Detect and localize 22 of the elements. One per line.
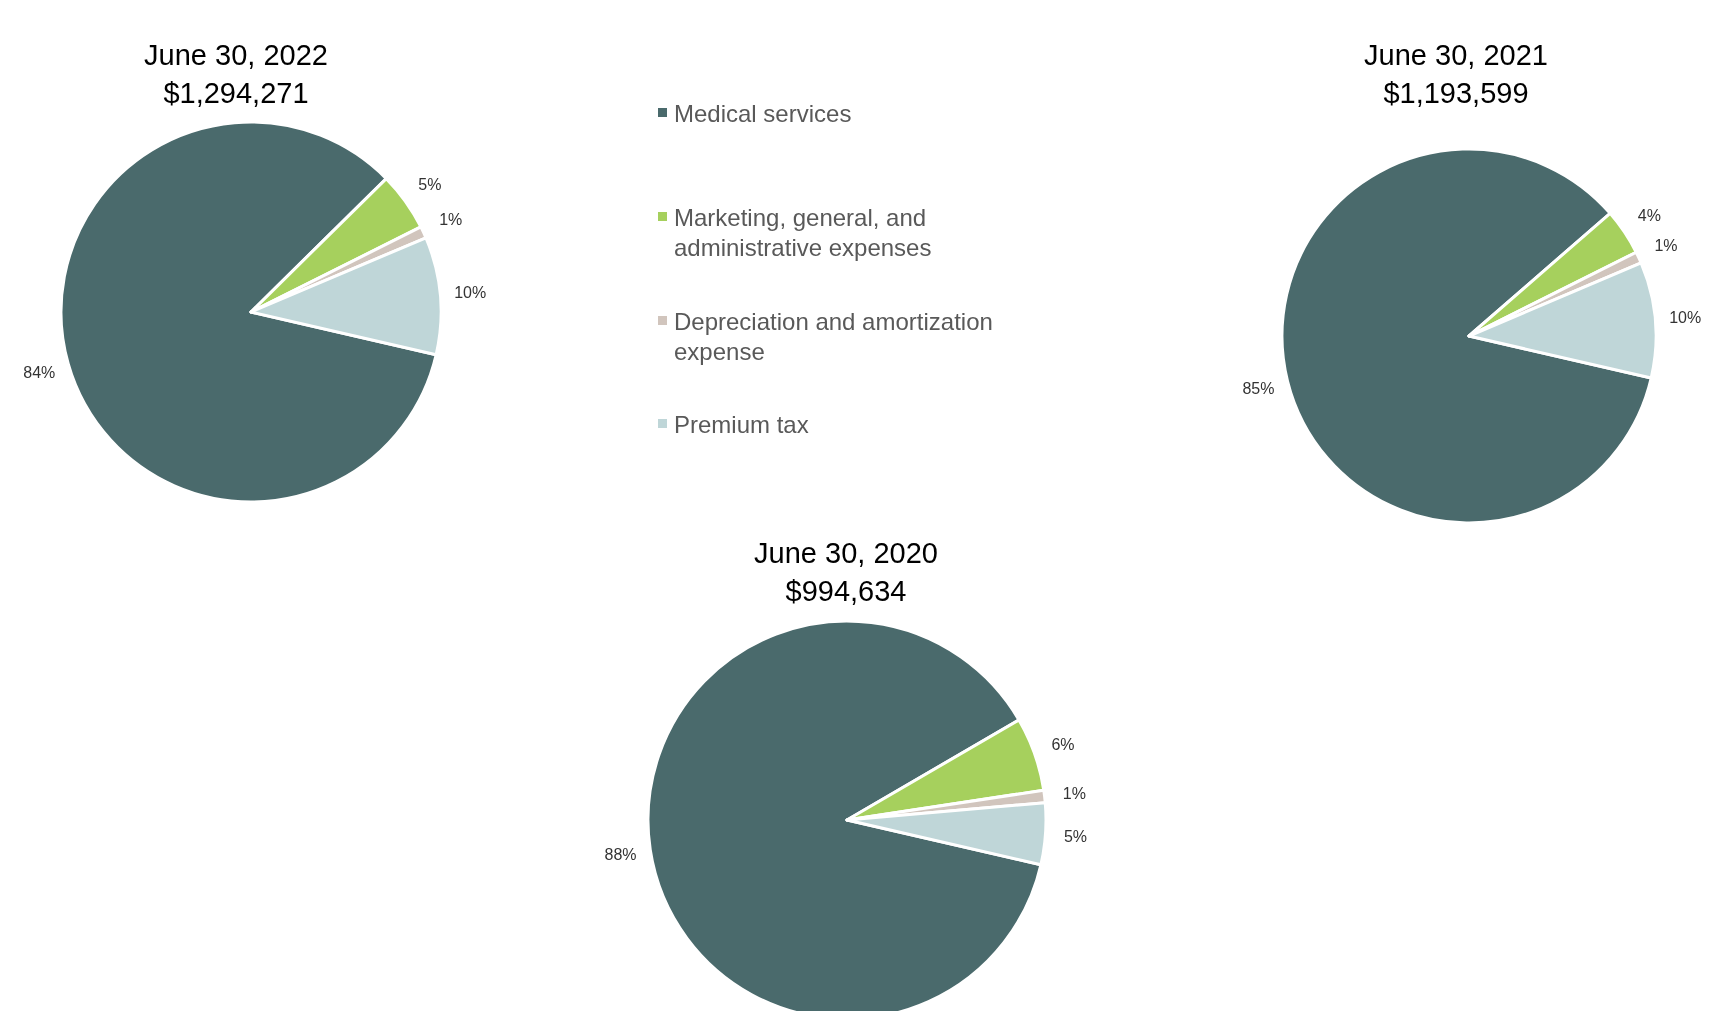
data-label: 1% <box>1062 784 1086 802</box>
data-label: 4% <box>1637 206 1661 224</box>
legend-label: Marketing, general, and administrative expenses <box>674 204 932 262</box>
data-label: 10% <box>454 284 487 302</box>
data-label: 10% <box>1669 308 1702 326</box>
data-label: 1% <box>439 211 463 229</box>
legend-label: Depreciation and amortization expense <box>674 308 993 366</box>
data-label: 84% <box>23 363 56 381</box>
data-label: 6% <box>1051 735 1075 753</box>
legend-label: Premium tax <box>674 411 809 439</box>
data-label: 5% <box>1063 827 1087 845</box>
chart-subtitle: $1,294,271 <box>163 77 309 109</box>
data-label: 88% <box>604 845 637 863</box>
chart-title: June 30, 2022 <box>144 39 328 71</box>
chart-subtitle: $994,634 <box>785 575 907 607</box>
legend-label: Medical services <box>674 100 852 128</box>
data-label: 85% <box>1242 380 1275 398</box>
data-label: 1% <box>1654 236 1678 254</box>
chart-title: June 30, 2020 <box>754 537 938 569</box>
chart-title: June 30, 2021 <box>1364 39 1548 71</box>
data-label: 5% <box>418 175 442 193</box>
chart-subtitle: $1,193,599 <box>1383 77 1529 109</box>
